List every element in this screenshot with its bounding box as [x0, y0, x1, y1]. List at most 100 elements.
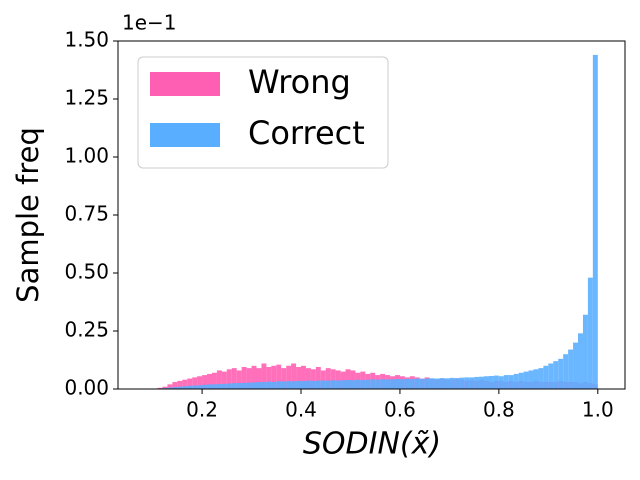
bar [167, 387, 173, 389]
bar [291, 363, 297, 389]
bar [484, 376, 489, 389]
bar [513, 373, 519, 389]
bar [281, 381, 287, 389]
y-offset-label: 1e−1 [122, 11, 177, 35]
y-tick-label: 0.00 [64, 376, 109, 400]
bar [261, 382, 267, 389]
bar [231, 368, 237, 389]
bar [508, 375, 514, 389]
bar [409, 379, 415, 389]
bar [271, 365, 277, 389]
bar [216, 370, 222, 389]
bar [543, 365, 549, 389]
bar [538, 368, 544, 389]
x-axis-label: SODIN(x̃) [303, 427, 441, 462]
y-tick-label: 1.50 [64, 28, 109, 52]
bar [177, 380, 183, 389]
bar [226, 369, 232, 389]
bar [172, 382, 178, 389]
bar [414, 378, 420, 389]
bar [211, 372, 217, 389]
bar [375, 379, 381, 389]
bar [221, 371, 227, 389]
bar [266, 381, 272, 389]
bar [310, 369, 316, 389]
bar [449, 377, 455, 389]
bar [424, 378, 430, 389]
bar [563, 354, 569, 389]
bar [479, 376, 485, 389]
bar [281, 368, 287, 389]
bar [434, 378, 440, 389]
x-tick-label: 1.0 [582, 398, 614, 422]
bar [182, 386, 188, 389]
bar [187, 378, 193, 389]
bar [286, 381, 292, 389]
y-tick-label: 0.50 [64, 260, 109, 284]
bar [241, 382, 247, 389]
bar [365, 379, 371, 389]
bar [340, 380, 346, 389]
bar [404, 378, 410, 389]
bar [202, 375, 208, 389]
bar [469, 377, 475, 389]
bar [335, 370, 341, 389]
bar [296, 366, 302, 389]
y-tick-label: 0.25 [64, 318, 109, 342]
bar [370, 379, 376, 389]
bar [172, 387, 178, 389]
bar [582, 314, 588, 389]
bar [315, 380, 321, 389]
bar [291, 381, 297, 389]
bar [301, 381, 306, 389]
bar [394, 379, 400, 389]
bar [315, 366, 321, 389]
x-tick-label: 0.2 [186, 398, 218, 422]
bar [256, 368, 262, 389]
bar [167, 384, 173, 389]
bar [548, 363, 554, 389]
bar [276, 364, 282, 389]
bar [296, 380, 302, 389]
y-axis-label: Sample freq [11, 127, 45, 303]
bar [226, 383, 232, 389]
bar [523, 371, 529, 389]
bar [216, 383, 222, 389]
bar [320, 370, 326, 389]
bar [350, 380, 356, 389]
bar [256, 382, 262, 389]
bar [241, 366, 247, 389]
bar [197, 376, 203, 389]
y-tick-label: 1.25 [64, 86, 109, 110]
bar [345, 379, 351, 389]
bar [558, 358, 564, 389]
bar [182, 379, 188, 389]
bar [221, 383, 227, 389]
legend-label: Correct [248, 114, 365, 152]
bar [192, 377, 198, 389]
bar [310, 380, 316, 389]
bar [498, 376, 504, 389]
bar [350, 370, 356, 389]
bar [330, 369, 336, 389]
bar [573, 342, 579, 389]
bar [211, 384, 217, 389]
bar [345, 369, 351, 389]
bar [192, 385, 198, 389]
legend-swatch [150, 72, 220, 96]
bar [592, 54, 598, 390]
bar [474, 376, 480, 389]
bar [528, 370, 534, 389]
bar [246, 382, 252, 389]
bar [385, 379, 391, 389]
bar [488, 376, 494, 389]
bar [380, 379, 386, 389]
y-tick-label: 1.00 [64, 144, 109, 168]
bar [360, 379, 366, 389]
bar [587, 277, 593, 389]
bar [454, 378, 460, 389]
bar [266, 366, 272, 389]
bar [231, 383, 237, 389]
bar [246, 368, 252, 389]
